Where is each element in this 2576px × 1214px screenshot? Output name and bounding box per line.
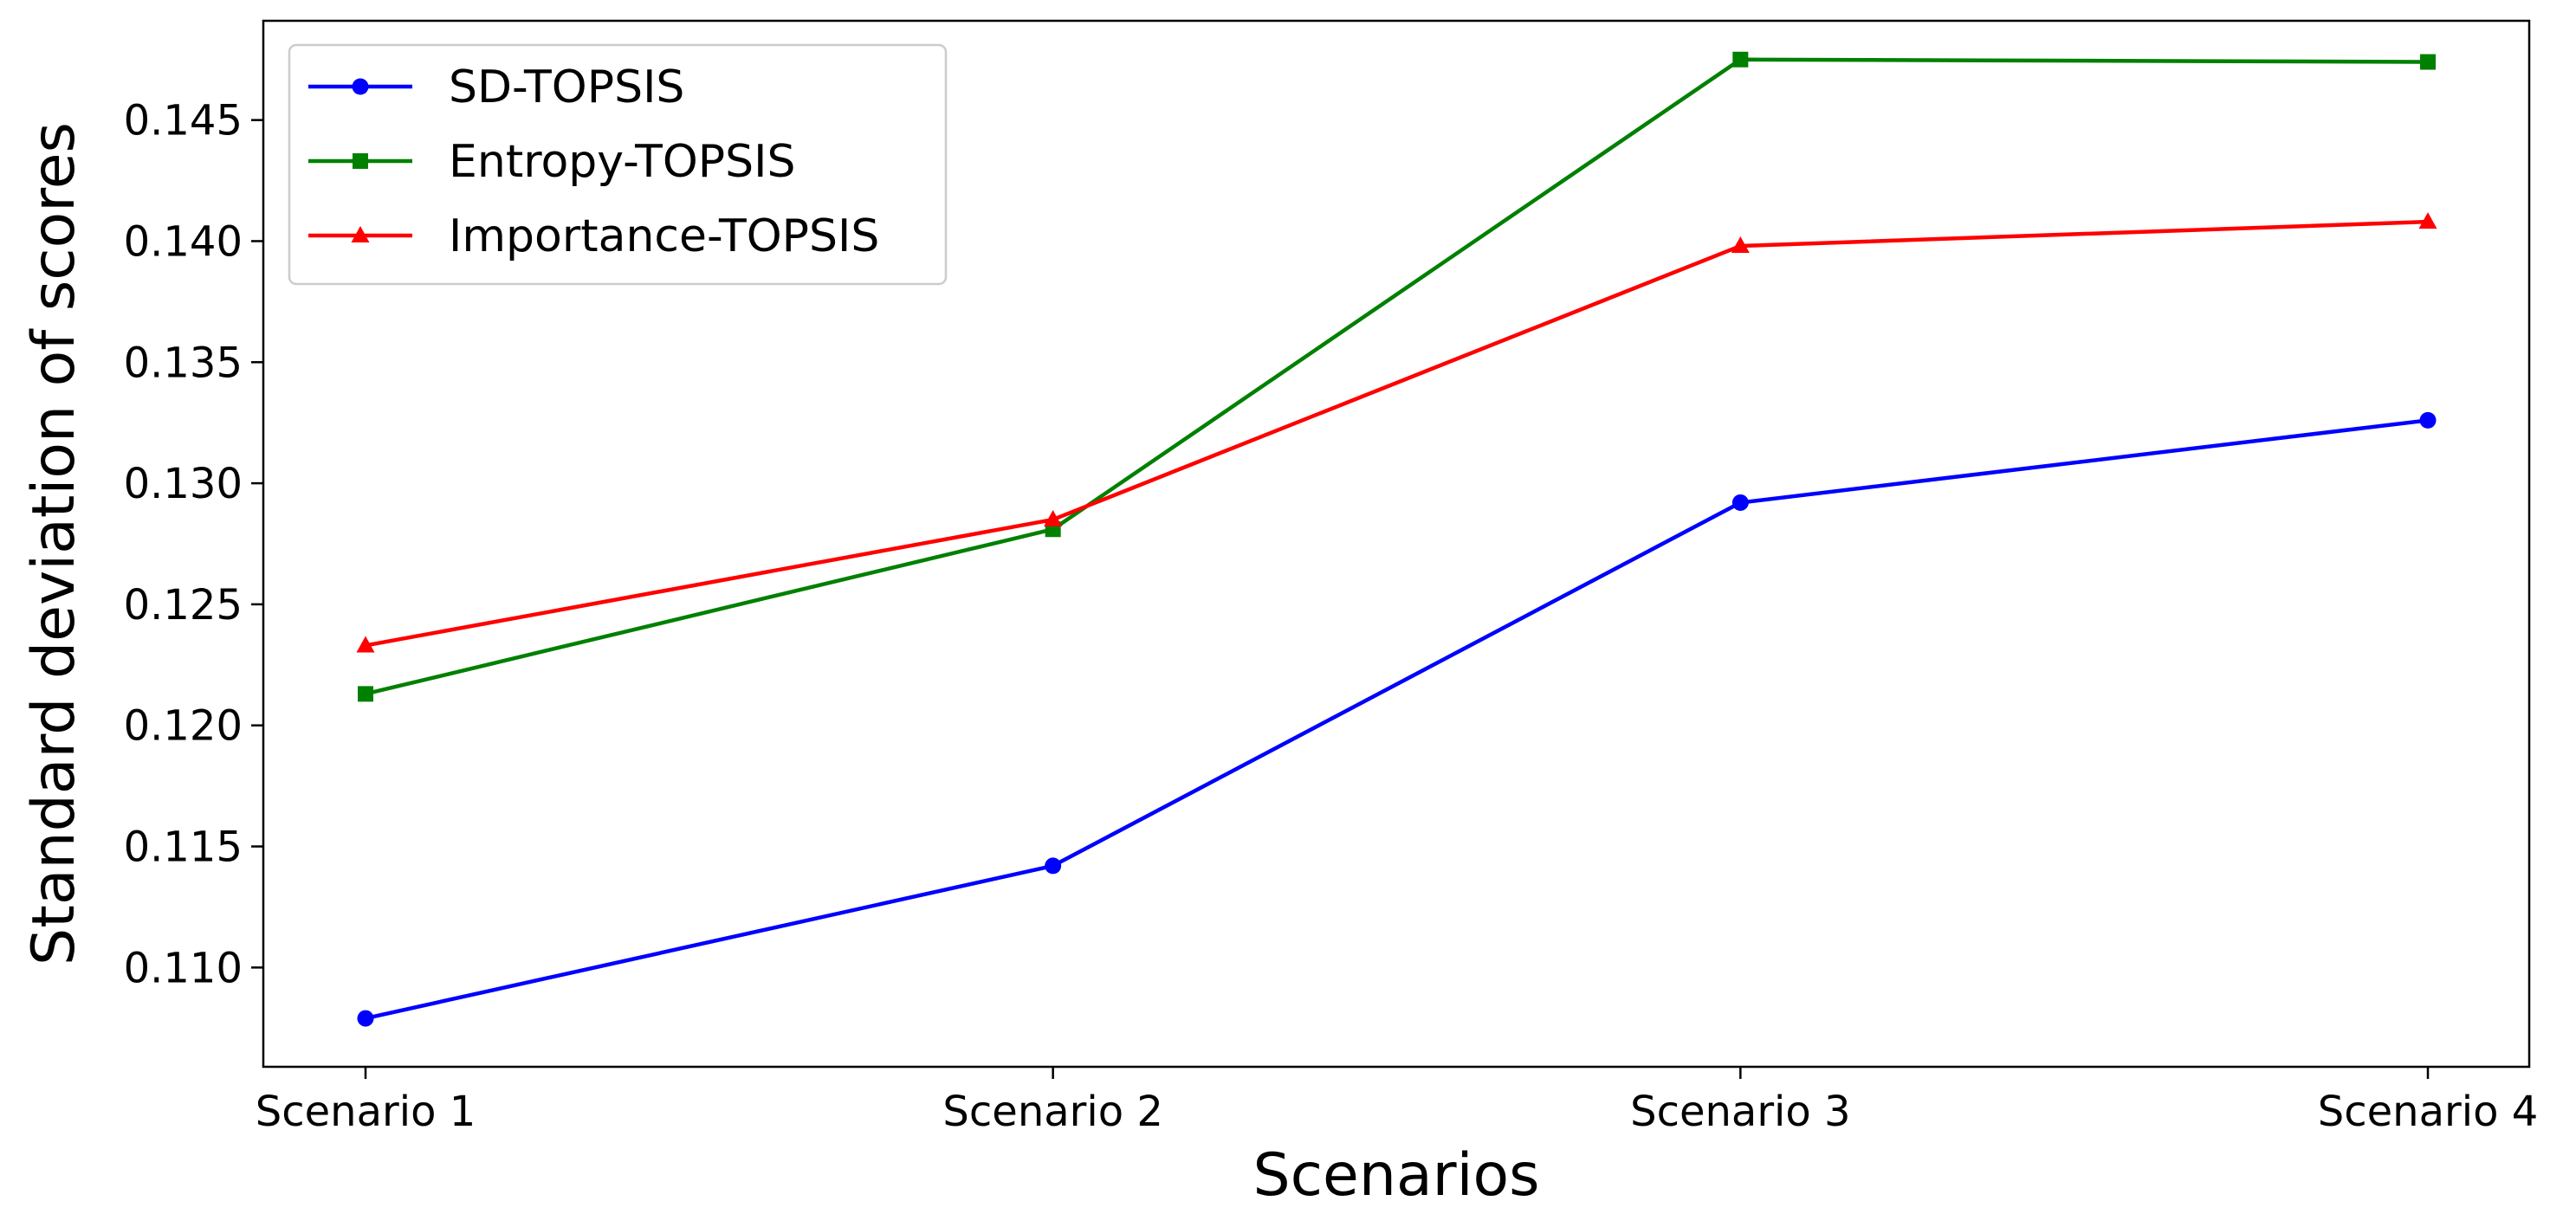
sd-topsis-point <box>1731 494 1749 511</box>
legend-marker-entropy-topsis <box>353 153 368 169</box>
sd-topsis-point <box>1045 857 1062 875</box>
legend-marker-importance-topsis <box>351 226 370 242</box>
y-tick-label: 0.140 <box>124 217 243 266</box>
x-tick-label: Scenario 2 <box>942 1088 1162 1136</box>
y-tick-label: 0.115 <box>124 823 243 872</box>
entropy-topsis-point <box>1732 51 1749 68</box>
legend-label-importance-topsis: Importance-TOPSIS <box>449 210 879 262</box>
y-axis-label: Standard deviation of scores <box>20 122 88 965</box>
legend-box <box>288 43 948 286</box>
importance-topsis-point <box>1044 510 1063 527</box>
legend-marker-sd-topsis <box>352 78 369 95</box>
importance-topsis-point <box>1731 236 1750 254</box>
legend: SD-TOPSIS Entropy-TOPSIS Importance-TOPSIS <box>288 43 948 286</box>
importance-topsis-point <box>2418 212 2437 229</box>
sd-topsis-point <box>357 1010 374 1027</box>
y-tick-label: 0.125 <box>124 581 243 630</box>
y-tick-label: 0.120 <box>124 702 243 751</box>
x-tick-label: Scenario 4 <box>2318 1088 2538 1136</box>
plot-frame <box>262 19 2531 1069</box>
y-tick-label: 0.130 <box>124 460 243 508</box>
importance-topsis-point <box>356 636 375 653</box>
entropy-topsis-point <box>2420 54 2436 70</box>
sd-topsis-line <box>365 418 2429 1021</box>
importance-topsis-line <box>365 219 2429 648</box>
entropy-topsis-point <box>358 686 373 702</box>
y-tick-label: 0.135 <box>124 339 243 387</box>
sd-topsis-series <box>357 411 2437 1027</box>
x-tick-label: Scenario 3 <box>1630 1088 1850 1136</box>
legend-label-sd-topsis: SD-TOPSIS <box>449 61 684 113</box>
y-tick-label: 0.110 <box>124 944 243 992</box>
legend-label-entropy-topsis: Entropy-TOPSIS <box>449 136 796 188</box>
y-tick-label: 0.145 <box>124 97 243 145</box>
x-tick-label: Scenario 1 <box>256 1088 476 1136</box>
entropy-topsis-series <box>358 51 2436 702</box>
importance-topsis-series <box>356 212 2437 653</box>
x-axis-label: Scenarios <box>1252 1141 1539 1210</box>
sd-topsis-point <box>2419 411 2437 429</box>
entropy-topsis-line <box>365 57 2429 696</box>
